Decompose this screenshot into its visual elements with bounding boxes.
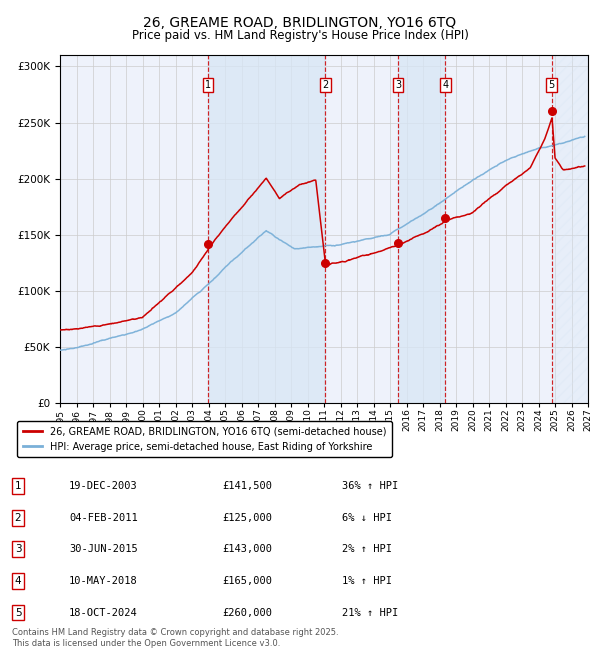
Text: £260,000: £260,000: [222, 608, 272, 617]
Text: 19-DEC-2003: 19-DEC-2003: [69, 481, 138, 491]
Text: 5: 5: [548, 80, 554, 90]
Text: 4: 4: [442, 80, 449, 90]
Text: 2: 2: [322, 80, 329, 90]
Text: 3: 3: [14, 545, 22, 554]
Text: 5: 5: [14, 608, 22, 617]
Text: 1% ↑ HPI: 1% ↑ HPI: [342, 576, 392, 586]
Text: 30-JUN-2015: 30-JUN-2015: [69, 545, 138, 554]
Text: Price paid vs. HM Land Registry's House Price Index (HPI): Price paid vs. HM Land Registry's House …: [131, 29, 469, 42]
Text: 26, GREAME ROAD, BRIDLINGTON, YO16 6TQ: 26, GREAME ROAD, BRIDLINGTON, YO16 6TQ: [143, 16, 457, 31]
Bar: [551, 55, 588, 403]
Text: 36% ↑ HPI: 36% ↑ HPI: [342, 481, 398, 491]
Text: 18-OCT-2024: 18-OCT-2024: [69, 608, 138, 617]
Text: 4: 4: [14, 576, 22, 586]
Text: 3: 3: [395, 80, 401, 90]
Text: 1: 1: [205, 80, 211, 90]
Text: 10-MAY-2018: 10-MAY-2018: [69, 576, 138, 586]
Text: £143,000: £143,000: [222, 545, 272, 554]
Text: Contains HM Land Registry data © Crown copyright and database right 2025.
This d: Contains HM Land Registry data © Crown c…: [12, 629, 338, 647]
Text: £125,000: £125,000: [222, 513, 272, 523]
Text: 21% ↑ HPI: 21% ↑ HPI: [342, 608, 398, 617]
Bar: [208, 55, 325, 403]
Text: 1: 1: [14, 481, 22, 491]
Text: £141,500: £141,500: [222, 481, 272, 491]
Text: 04-FEB-2011: 04-FEB-2011: [69, 513, 138, 523]
Legend: 26, GREAME ROAD, BRIDLINGTON, YO16 6TQ (semi-detached house), HPI: Average price: 26, GREAME ROAD, BRIDLINGTON, YO16 6TQ (…: [17, 421, 392, 458]
Text: 6% ↓ HPI: 6% ↓ HPI: [342, 513, 392, 523]
Text: £165,000: £165,000: [222, 576, 272, 586]
Text: 2% ↑ HPI: 2% ↑ HPI: [342, 545, 392, 554]
Text: 2: 2: [14, 513, 22, 523]
Bar: [398, 55, 445, 403]
